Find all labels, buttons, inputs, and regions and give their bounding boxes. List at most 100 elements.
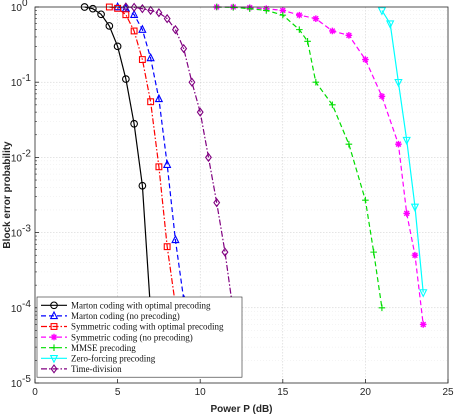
data-point <box>221 247 229 257</box>
data-point <box>377 7 387 16</box>
data-point <box>196 107 204 117</box>
data-point <box>130 119 138 128</box>
data-point <box>155 7 163 18</box>
data-point <box>154 93 164 103</box>
y-tick-exponent: 0 <box>22 0 28 9</box>
data-point <box>419 289 428 298</box>
x-axis-title: Power P (dB) <box>210 404 272 415</box>
y-tick-exponent: -5 <box>22 374 31 385</box>
data-point <box>146 52 155 62</box>
data-point <box>312 15 320 22</box>
legend-marker <box>50 323 58 330</box>
legend-label: Time-division <box>71 364 122 374</box>
x-tick-label: 15 <box>277 387 289 398</box>
legend: Marton coding with optimal precodingMart… <box>36 296 243 378</box>
data-point <box>279 11 287 19</box>
data-point <box>385 20 395 29</box>
data-point <box>171 24 179 35</box>
data-point <box>88 4 97 13</box>
data-point <box>403 210 410 217</box>
legend-marker <box>50 344 58 351</box>
series-6 <box>377 7 428 298</box>
data-point <box>122 75 130 83</box>
y-tick-label: 10 -3 <box>11 224 31 240</box>
series-1 <box>80 3 155 316</box>
data-point <box>122 11 130 19</box>
legend-box <box>36 296 243 378</box>
data-point <box>105 22 114 30</box>
legend-entry: Marton coding (no precoding) <box>41 310 180 321</box>
data-point <box>213 197 221 208</box>
legend-label: Marton coding (no precoding) <box>71 311 180 321</box>
legend-label: Symmetric coding with optimal precoding <box>71 322 224 332</box>
legend-marker <box>50 364 58 374</box>
y-tick-exponent: -1 <box>22 73 31 84</box>
data-point <box>155 163 163 171</box>
legend-marker <box>49 310 59 320</box>
data-point <box>345 32 353 39</box>
data-point <box>279 7 287 14</box>
data-point <box>378 92 386 100</box>
y-tick-base: 10 <box>11 229 23 240</box>
data-point <box>329 101 336 109</box>
y-tick-base: 10 <box>11 304 23 315</box>
data-point <box>113 1 122 11</box>
legend-marker <box>50 301 58 310</box>
legend-entry: Symmetric coding with optimal precoding <box>41 322 224 332</box>
data-point <box>394 78 403 88</box>
data-point <box>419 321 427 328</box>
data-point <box>378 304 386 312</box>
data-point <box>296 26 303 33</box>
data-point <box>129 9 139 18</box>
data-point <box>180 43 188 54</box>
data-point <box>130 27 138 35</box>
legend-label: Zero-forcing precoding <box>71 354 156 364</box>
data-point <box>329 27 336 35</box>
data-point <box>138 181 147 190</box>
data-point <box>395 140 402 148</box>
legend-entry: Symmetric coding (no precoding) <box>41 332 193 342</box>
data-point <box>362 56 369 63</box>
y-tick-label: 10 -5 <box>11 374 31 390</box>
x-tick-label: 5 <box>115 387 121 398</box>
data-point <box>402 136 411 146</box>
legend-marker <box>50 333 58 341</box>
y-tick-exponent: -4 <box>22 299 31 310</box>
y-tick-exponent: -2 <box>22 148 31 159</box>
data-point <box>162 159 172 168</box>
x-tick-label: 0 <box>32 387 38 398</box>
x-tick-label: 25 <box>442 387 454 398</box>
plot-frame <box>34 6 449 384</box>
data-point <box>138 56 146 64</box>
data-point <box>188 77 196 87</box>
data-point <box>113 42 122 51</box>
legend-entry: Marton coding with optimal precoding <box>41 301 211 311</box>
data-point <box>370 248 377 256</box>
legend-entry: Time-division <box>41 364 122 374</box>
data-point <box>304 37 311 45</box>
data-point <box>410 203 420 212</box>
legend-label: Marton coding with optimal precoding <box>71 301 211 311</box>
data-point <box>138 3 146 14</box>
y-axis-title: Block error probability <box>2 141 13 249</box>
y-tick-exponent: -3 <box>22 224 31 235</box>
legend-label: MMSE precoding <box>71 343 136 353</box>
y-tick-base: 10 <box>11 153 23 164</box>
data-point <box>163 243 171 251</box>
data-point <box>362 196 369 204</box>
data-point <box>312 78 320 86</box>
legend-entry: MMSE precoding <box>41 343 136 353</box>
y-tick-base: 10 <box>11 78 23 89</box>
y-tick-base: 10 <box>11 379 23 390</box>
data-point <box>130 2 138 13</box>
series-layer <box>80 1 428 328</box>
legend-entry: Zero-forcing precoding <box>41 354 156 364</box>
series-7 <box>122 2 237 316</box>
y-tick-base: 10 <box>11 3 23 14</box>
y-tick-label: 10 0 <box>11 0 28 14</box>
data-point <box>97 10 105 19</box>
data-point <box>147 5 155 16</box>
data-point <box>411 251 419 259</box>
